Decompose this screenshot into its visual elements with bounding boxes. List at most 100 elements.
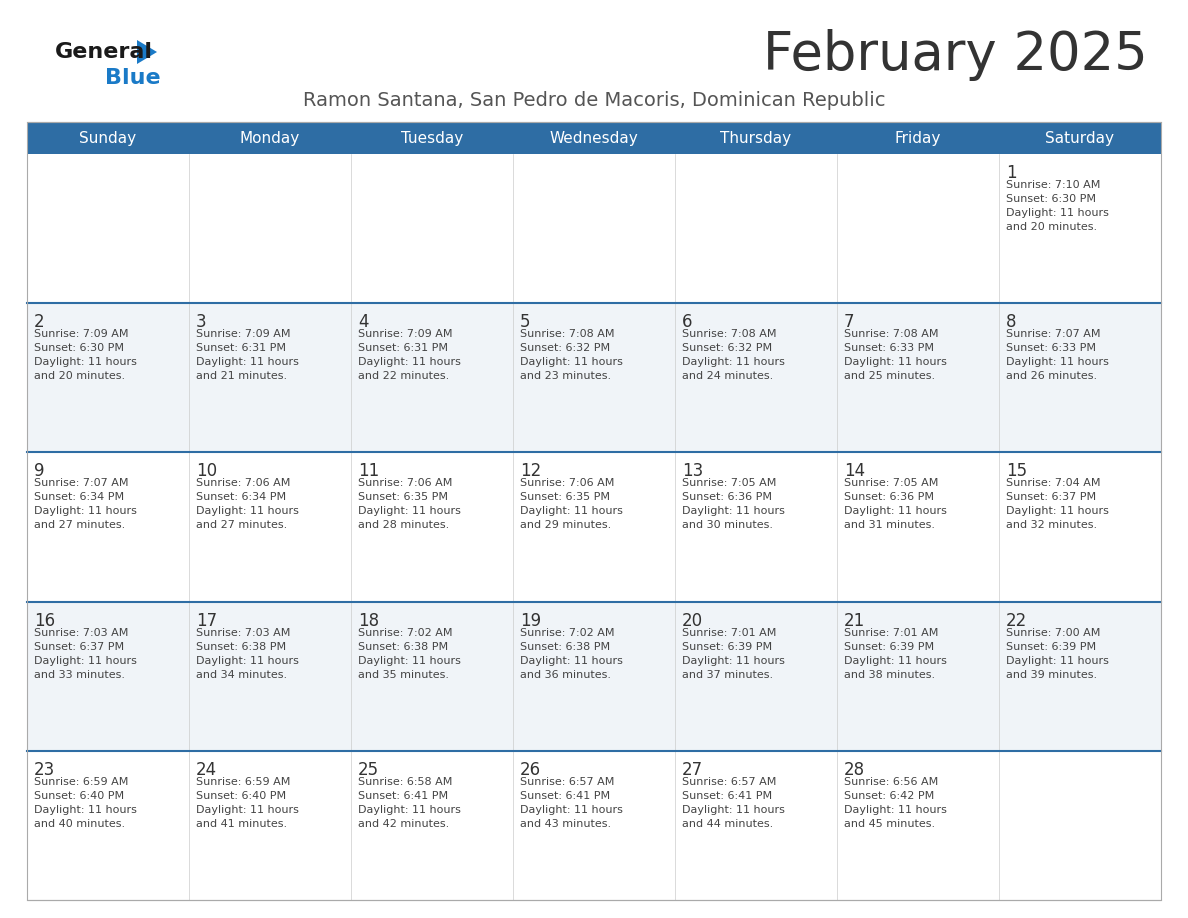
Text: Sunrise: 7:09 AM: Sunrise: 7:09 AM bbox=[34, 330, 128, 339]
Text: Sunrise: 7:05 AM: Sunrise: 7:05 AM bbox=[682, 478, 777, 488]
Text: Daylight: 11 hours: Daylight: 11 hours bbox=[196, 805, 299, 815]
Text: 9: 9 bbox=[34, 463, 44, 480]
Bar bbox=[27, 303, 1161, 453]
Text: and 23 minutes.: and 23 minutes. bbox=[520, 371, 611, 381]
Text: and 41 minutes.: and 41 minutes. bbox=[196, 819, 287, 829]
Text: and 45 minutes.: and 45 minutes. bbox=[843, 819, 935, 829]
Bar bbox=[27, 122, 1161, 154]
Text: Sunset: 6:34 PM: Sunset: 6:34 PM bbox=[34, 492, 124, 502]
Text: and 43 minutes.: and 43 minutes. bbox=[520, 819, 611, 829]
Text: Sunrise: 7:08 AM: Sunrise: 7:08 AM bbox=[843, 330, 939, 339]
Text: 19: 19 bbox=[520, 611, 541, 630]
Text: and 25 minutes.: and 25 minutes. bbox=[843, 371, 935, 381]
Text: Sunset: 6:36 PM: Sunset: 6:36 PM bbox=[682, 492, 772, 502]
Text: Sunset: 6:30 PM: Sunset: 6:30 PM bbox=[34, 343, 124, 353]
Text: and 24 minutes.: and 24 minutes. bbox=[682, 371, 773, 381]
Text: and 37 minutes.: and 37 minutes. bbox=[682, 669, 773, 679]
Text: Sunrise: 7:07 AM: Sunrise: 7:07 AM bbox=[34, 478, 128, 488]
Text: Sunset: 6:32 PM: Sunset: 6:32 PM bbox=[682, 343, 772, 353]
Text: and 27 minutes.: and 27 minutes. bbox=[196, 521, 287, 531]
Text: Sunrise: 6:57 AM: Sunrise: 6:57 AM bbox=[682, 777, 777, 787]
Text: Saturday: Saturday bbox=[1045, 130, 1114, 145]
Text: Daylight: 11 hours: Daylight: 11 hours bbox=[34, 357, 137, 367]
Text: 20: 20 bbox=[682, 611, 703, 630]
Text: and 21 minutes.: and 21 minutes. bbox=[196, 371, 287, 381]
Text: Sunset: 6:32 PM: Sunset: 6:32 PM bbox=[520, 343, 611, 353]
Text: Sunrise: 7:06 AM: Sunrise: 7:06 AM bbox=[358, 478, 453, 488]
Text: Sunrise: 6:58 AM: Sunrise: 6:58 AM bbox=[358, 777, 453, 787]
Text: Daylight: 11 hours: Daylight: 11 hours bbox=[843, 805, 947, 815]
Text: Sunrise: 7:01 AM: Sunrise: 7:01 AM bbox=[682, 628, 777, 638]
Text: Daylight: 11 hours: Daylight: 11 hours bbox=[843, 507, 947, 517]
Text: 27: 27 bbox=[682, 761, 703, 778]
Text: Sunrise: 7:09 AM: Sunrise: 7:09 AM bbox=[196, 330, 291, 339]
Text: Daylight: 11 hours: Daylight: 11 hours bbox=[196, 507, 299, 517]
Text: 3: 3 bbox=[196, 313, 207, 331]
Text: Daylight: 11 hours: Daylight: 11 hours bbox=[682, 507, 785, 517]
Text: 7: 7 bbox=[843, 313, 854, 331]
Text: Daylight: 11 hours: Daylight: 11 hours bbox=[520, 357, 623, 367]
Text: Sunrise: 6:59 AM: Sunrise: 6:59 AM bbox=[34, 777, 128, 787]
Bar bbox=[27, 453, 1161, 601]
Text: Sunset: 6:38 PM: Sunset: 6:38 PM bbox=[358, 642, 448, 652]
Text: Monday: Monday bbox=[240, 130, 301, 145]
Text: Daylight: 11 hours: Daylight: 11 hours bbox=[358, 805, 461, 815]
Text: Daylight: 11 hours: Daylight: 11 hours bbox=[520, 507, 623, 517]
Text: Daylight: 11 hours: Daylight: 11 hours bbox=[1006, 507, 1108, 517]
Text: 23: 23 bbox=[34, 761, 56, 778]
Text: and 39 minutes.: and 39 minutes. bbox=[1006, 669, 1098, 679]
Text: Ramon Santana, San Pedro de Macoris, Dominican Republic: Ramon Santana, San Pedro de Macoris, Dom… bbox=[303, 91, 885, 109]
Text: Sunday: Sunday bbox=[80, 130, 137, 145]
Text: 2: 2 bbox=[34, 313, 45, 331]
Text: 4: 4 bbox=[358, 313, 368, 331]
Text: Sunrise: 7:08 AM: Sunrise: 7:08 AM bbox=[520, 330, 614, 339]
Text: Daylight: 11 hours: Daylight: 11 hours bbox=[682, 805, 785, 815]
Text: 16: 16 bbox=[34, 611, 55, 630]
Text: 21: 21 bbox=[843, 611, 865, 630]
Text: Daylight: 11 hours: Daylight: 11 hours bbox=[682, 357, 785, 367]
Text: Sunset: 6:39 PM: Sunset: 6:39 PM bbox=[1006, 642, 1097, 652]
Text: and 34 minutes.: and 34 minutes. bbox=[196, 669, 287, 679]
Text: February 2025: February 2025 bbox=[763, 29, 1148, 81]
Text: Sunrise: 7:03 AM: Sunrise: 7:03 AM bbox=[196, 628, 290, 638]
Text: and 26 minutes.: and 26 minutes. bbox=[1006, 371, 1098, 381]
Text: 17: 17 bbox=[196, 611, 217, 630]
Text: 25: 25 bbox=[358, 761, 379, 778]
Text: 11: 11 bbox=[358, 463, 379, 480]
Text: Sunset: 6:40 PM: Sunset: 6:40 PM bbox=[196, 790, 286, 800]
Text: Daylight: 11 hours: Daylight: 11 hours bbox=[1006, 208, 1108, 218]
Text: 5: 5 bbox=[520, 313, 531, 331]
Text: 12: 12 bbox=[520, 463, 542, 480]
Text: Sunset: 6:37 PM: Sunset: 6:37 PM bbox=[34, 642, 124, 652]
Text: and 44 minutes.: and 44 minutes. bbox=[682, 819, 773, 829]
Text: Sunset: 6:33 PM: Sunset: 6:33 PM bbox=[843, 343, 934, 353]
Text: Sunset: 6:40 PM: Sunset: 6:40 PM bbox=[34, 790, 124, 800]
Text: Daylight: 11 hours: Daylight: 11 hours bbox=[34, 655, 137, 666]
Text: and 35 minutes.: and 35 minutes. bbox=[358, 669, 449, 679]
Text: 14: 14 bbox=[843, 463, 865, 480]
Text: and 38 minutes.: and 38 minutes. bbox=[843, 669, 935, 679]
Text: Sunset: 6:35 PM: Sunset: 6:35 PM bbox=[358, 492, 448, 502]
Text: 26: 26 bbox=[520, 761, 541, 778]
Text: Sunset: 6:35 PM: Sunset: 6:35 PM bbox=[520, 492, 609, 502]
Text: Sunset: 6:41 PM: Sunset: 6:41 PM bbox=[520, 790, 611, 800]
Text: and 32 minutes.: and 32 minutes. bbox=[1006, 521, 1098, 531]
Text: Wednesday: Wednesday bbox=[550, 130, 638, 145]
Text: 6: 6 bbox=[682, 313, 693, 331]
Text: Sunrise: 7:03 AM: Sunrise: 7:03 AM bbox=[34, 628, 128, 638]
Text: Sunset: 6:41 PM: Sunset: 6:41 PM bbox=[682, 790, 772, 800]
Text: Daylight: 11 hours: Daylight: 11 hours bbox=[1006, 357, 1108, 367]
Text: Sunset: 6:33 PM: Sunset: 6:33 PM bbox=[1006, 343, 1097, 353]
Text: 10: 10 bbox=[196, 463, 217, 480]
Text: Sunset: 6:38 PM: Sunset: 6:38 PM bbox=[196, 642, 286, 652]
Text: Daylight: 11 hours: Daylight: 11 hours bbox=[196, 357, 299, 367]
Text: Sunrise: 7:06 AM: Sunrise: 7:06 AM bbox=[520, 478, 614, 488]
Text: Sunset: 6:34 PM: Sunset: 6:34 PM bbox=[196, 492, 286, 502]
Text: 22: 22 bbox=[1006, 611, 1028, 630]
Text: Sunset: 6:41 PM: Sunset: 6:41 PM bbox=[358, 790, 448, 800]
Text: Sunset: 6:37 PM: Sunset: 6:37 PM bbox=[1006, 492, 1097, 502]
Text: Sunset: 6:31 PM: Sunset: 6:31 PM bbox=[358, 343, 448, 353]
Text: 28: 28 bbox=[843, 761, 865, 778]
Text: Sunrise: 7:06 AM: Sunrise: 7:06 AM bbox=[196, 478, 290, 488]
Text: Sunrise: 7:04 AM: Sunrise: 7:04 AM bbox=[1006, 478, 1100, 488]
